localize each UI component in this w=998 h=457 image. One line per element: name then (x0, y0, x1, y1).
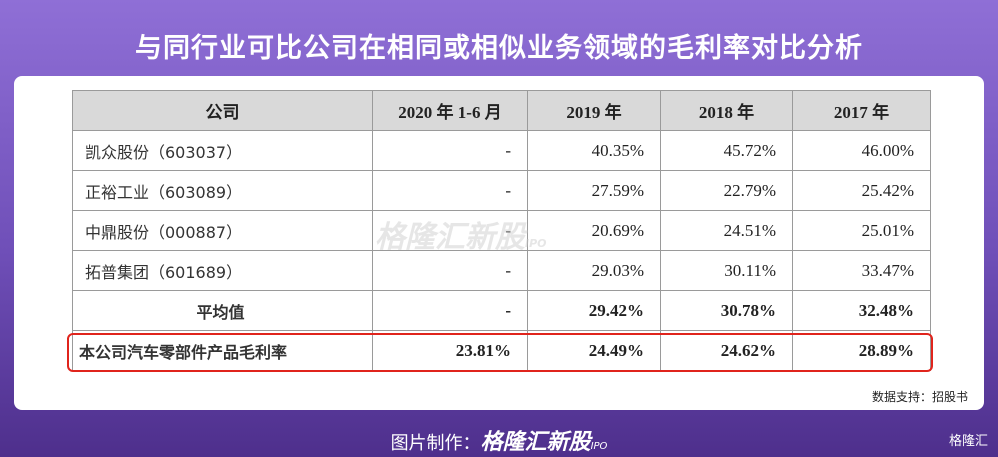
cell: 30.11% (660, 250, 793, 291)
cell: 25.01% (792, 210, 931, 251)
row-label: 凯众股份（603037） (72, 130, 373, 171)
table-row: 中鼎股份（000887） -20.69% 24.51% 25.01% (72, 210, 931, 251)
watermark: 格隆汇新股IPO (375, 212, 547, 256)
cell: 24.62% (660, 330, 793, 371)
cell: 32.48% (792, 290, 931, 331)
footer-suffix: IPO (590, 441, 608, 452)
source-note: 数据支持：招股书 (871, 390, 968, 404)
title: 与同行业可比公司在相同或相似业务领域的毛利率对比分析 (135, 33, 863, 64)
cell: - (372, 290, 528, 331)
cell: 25.42% (792, 170, 931, 211)
cell: 28.89% (792, 330, 931, 371)
header-cell: 2018 年 (660, 90, 793, 131)
footer-label: 图片制作： (390, 433, 481, 454)
row-label: 拓普集团（601689） (72, 250, 373, 291)
row-label: 平均值 (72, 290, 373, 331)
table-row: 正裕工业（603089） -27.59% 22.79% 25.42% (72, 170, 931, 211)
logo: 格隆汇 (948, 434, 988, 449)
footer: 图片制作：格隆汇新股IPO (0, 424, 998, 456)
row-label: 中鼎股份（000887） (72, 210, 373, 251)
table: 公司 2020 年 1-6 月 2019 年 2018 年 2017 年 凯众股份（60… (72, 90, 931, 371)
row-label: 正裕工业（603089） (72, 170, 373, 211)
header-row: 公司 2020 年 1-6 月 2019 年 2018 年 2017 年 (72, 90, 931, 131)
cell: 24.49% (527, 330, 661, 371)
cell: 40.35% (527, 130, 661, 171)
cell: 24.51% (660, 210, 793, 251)
table-row: 凯众股份（603037） -40.35% 45.72% 46.00% (72, 130, 931, 171)
cell: 29.03% (527, 250, 661, 291)
cell: 23.81% (372, 330, 528, 371)
table-row: 拓普集团（601689） -29.03% 30.11% 33.47% (72, 250, 931, 291)
cell: 27.59% (527, 170, 661, 211)
cell: - (372, 250, 528, 291)
watermark-suffix: IPO (525, 237, 547, 250)
cell: 22.79% (660, 170, 793, 211)
cell: 20.69% (527, 210, 661, 251)
table-row: 平均值 -29.42% 30.78% 32.48% (72, 290, 931, 331)
header-cell: 2019 年 (527, 90, 661, 131)
row-label: 本公司汽车零部件产品毛利率 (72, 330, 373, 371)
highlight-box (67, 333, 933, 372)
cell: 45.72% (660, 130, 793, 171)
cell: 46.00% (792, 130, 931, 171)
footer-brand: 格隆汇新股 (480, 430, 591, 455)
cell: 30.78% (660, 290, 793, 331)
watermark-text: 格隆汇新股 (375, 220, 525, 255)
header-cell: 公司 (72, 90, 373, 131)
header-cell: 2017 年 (792, 90, 931, 131)
cell: 33.47% (792, 250, 931, 291)
cell: - (372, 170, 528, 211)
table-row: 本公司汽车零部件产品毛利率 23.81% 24.49% 24.62% 28.89% (72, 330, 931, 371)
header-cell: 2020 年 1-6 月 (372, 90, 528, 131)
cell: - (372, 130, 528, 171)
cell: 29.42% (527, 290, 661, 331)
